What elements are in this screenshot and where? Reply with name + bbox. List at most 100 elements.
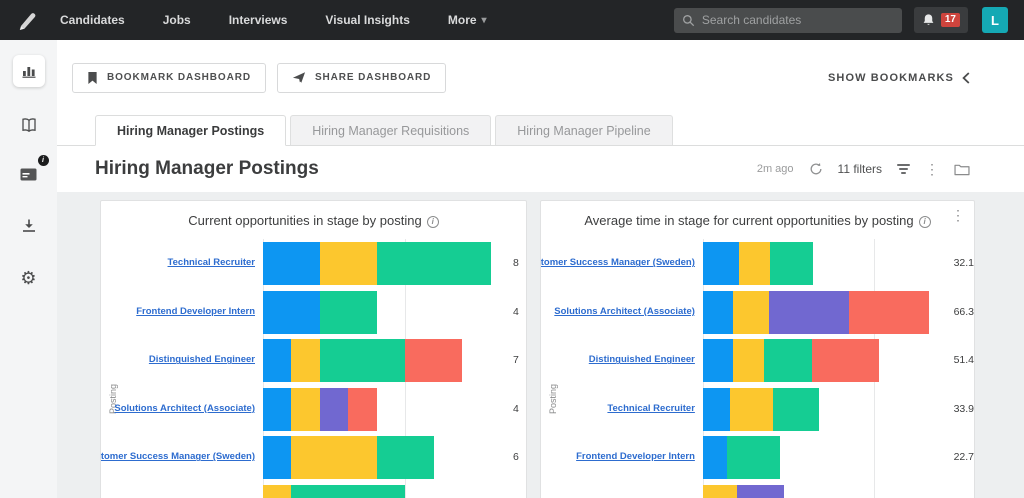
- search-box[interactable]: [673, 7, 902, 33]
- user-avatar[interactable]: L: [982, 7, 1008, 33]
- bar-segment-red[interactable]: [405, 339, 463, 382]
- nav-candidates[interactable]: Candidates: [60, 13, 125, 27]
- bar-segment-yellow[interactable]: [263, 484, 292, 498]
- bar-value-label: 51.4: [953, 354, 974, 367]
- posting-link[interactable]: Solutions Architect (Associate): [554, 305, 695, 317]
- bar-segment-blue[interactable]: [702, 387, 730, 431]
- bar-segment-green[interactable]: [376, 242, 491, 285]
- sidebar-item-cards[interactable]: i: [13, 155, 49, 190]
- notification-count-badge: 17: [940, 13, 960, 27]
- nav-jobs[interactable]: Jobs: [162, 13, 191, 27]
- bar-segment-green[interactable]: [772, 387, 819, 431]
- bar-segment-green[interactable]: [769, 242, 813, 285]
- bookmark-dashboard-label: BOOKMARK DASHBOARD: [107, 72, 251, 83]
- bar-segment-green[interactable]: [319, 339, 406, 382]
- notifications-button[interactable]: 17: [913, 7, 968, 33]
- bar-segment-yellow[interactable]: [733, 339, 765, 382]
- bar-segment-green[interactable]: [319, 290, 377, 334]
- bar-segment-yellow[interactable]: [738, 242, 770, 285]
- stacked-bar[interactable]: [263, 290, 505, 334]
- sidebar-item-exports[interactable]: [13, 210, 45, 242]
- bookmark-dashboard-button[interactable]: BOOKMARK DASHBOARD: [72, 62, 266, 93]
- bar-segment-blue[interactable]: [263, 242, 320, 285]
- bar-segment-red[interactable]: [812, 339, 879, 382]
- stacked-bar[interactable]: [702, 484, 946, 498]
- sidebar-item-insights[interactable]: [12, 55, 45, 87]
- tab-hiring-manager-pipeline[interactable]: Hiring Manager Pipeline: [495, 115, 673, 145]
- bar-segment-yellow[interactable]: [291, 339, 320, 382]
- card-kebab-menu-icon[interactable]: ⋮: [951, 207, 965, 223]
- posting-link[interactable]: Frontend Developer Intern: [576, 451, 695, 463]
- bar-segment-blue[interactable]: [702, 290, 733, 334]
- sidebar-item-library[interactable]: [13, 109, 45, 141]
- card-icon: [20, 168, 37, 181]
- posting-label-cell: Technical Recruiter: [101, 239, 263, 288]
- show-bookmarks-toggle[interactable]: SHOW BOOKMARKS: [828, 72, 970, 84]
- share-dashboard-button[interactable]: SHARE DASHBOARD: [276, 62, 447, 93]
- posting-link[interactable]: Customer Success Manager (Sweden): [101, 451, 255, 463]
- bar-segment-green[interactable]: [726, 436, 781, 479]
- bar-segment-yellow[interactable]: [702, 484, 738, 498]
- stacked-bar[interactable]: [263, 484, 505, 498]
- stacked-bar[interactable]: [263, 339, 505, 382]
- posting-link[interactable]: Solutions Architect (Associate): [114, 402, 255, 414]
- bar-segment-green[interactable]: [291, 484, 406, 498]
- bar-plot: [702, 433, 946, 482]
- bar-segment-purple[interactable]: [319, 387, 349, 431]
- kebab-menu-icon[interactable]: ⋮: [925, 161, 939, 177]
- bar-segment-blue[interactable]: [263, 290, 320, 334]
- bar-segment-purple[interactable]: [737, 484, 784, 498]
- posting-link[interactable]: Technical Recruiter: [167, 257, 255, 269]
- folder-icon[interactable]: [954, 163, 970, 176]
- info-icon[interactable]: i: [426, 215, 439, 228]
- bar-segment-blue[interactable]: [263, 339, 292, 382]
- bar-segment-yellow[interactable]: [729, 387, 773, 431]
- bar-segment-blue[interactable]: [263, 387, 292, 431]
- bar-segment-red[interactable]: [348, 387, 377, 431]
- bar-segment-red[interactable]: [849, 290, 930, 334]
- dashboard-toolbar: BOOKMARK DASHBOARD SHARE DASHBOARD SHOW …: [57, 40, 1024, 115]
- bar-segment-green[interactable]: [376, 436, 434, 479]
- bar-segment-purple[interactable]: [769, 290, 850, 334]
- search-input[interactable]: [701, 13, 894, 27]
- bar-segment-blue[interactable]: [263, 436, 292, 479]
- tab-hiring-manager-postings[interactable]: Hiring Manager Postings: [95, 115, 287, 146]
- posting-label-cell: Customer Success Manager (Sweden): [101, 433, 263, 482]
- posting-label-cell: Solutions Architect (Associate): [101, 385, 263, 434]
- posting-link[interactable]: Customer Success Manager (Sweden): [541, 257, 695, 269]
- stacked-bar[interactable]: [702, 242, 946, 285]
- posting-link[interactable]: Technical Recruiter: [607, 402, 695, 414]
- posting-link[interactable]: Distinguished Engineer: [148, 354, 255, 366]
- bar-segment-yellow[interactable]: [291, 387, 320, 431]
- chart-row: Distinguished Engineer 7: [101, 336, 526, 385]
- bar-segment-blue[interactable]: [702, 242, 739, 285]
- bar-segment-yellow[interactable]: [319, 242, 377, 285]
- bar-segment-green[interactable]: [764, 339, 813, 382]
- sidebar-item-settings[interactable]: ⚙: [13, 262, 45, 294]
- stacked-bar[interactable]: [702, 290, 946, 334]
- stacked-bar[interactable]: [702, 387, 946, 431]
- chart-card-average-time-in-stage: ⋮ Average time in stage for current oppo…: [540, 200, 975, 498]
- lever-logo-icon[interactable]: [14, 7, 40, 33]
- stacked-bar[interactable]: [263, 436, 505, 479]
- chart-row: Business Development Representat 23.6: [541, 481, 974, 498]
- posting-link[interactable]: Distinguished Engineer: [588, 354, 695, 366]
- filter-icon[interactable]: [897, 164, 910, 174]
- stacked-bar[interactable]: [702, 339, 946, 382]
- bar-segment-yellow[interactable]: [291, 436, 377, 479]
- bar-value-label: 32.1: [953, 257, 974, 270]
- refresh-icon[interactable]: [809, 162, 823, 176]
- stacked-bar[interactable]: [263, 242, 505, 285]
- nav-interviews[interactable]: Interviews: [228, 13, 288, 27]
- filters-count-label[interactable]: 11 filters: [837, 162, 882, 176]
- bar-segment-yellow[interactable]: [732, 290, 770, 334]
- info-icon[interactable]: i: [918, 215, 931, 228]
- stacked-bar[interactable]: [263, 387, 505, 431]
- bar-segment-blue[interactable]: [702, 339, 734, 382]
- tab-hiring-manager-requisitions[interactable]: Hiring Manager Requisitions: [290, 115, 492, 145]
- bar-segment-blue[interactable]: [702, 436, 727, 479]
- nav-visual-insights[interactable]: Visual Insights: [325, 13, 410, 27]
- nav-more[interactable]: More ▾: [448, 13, 487, 27]
- stacked-bar[interactable]: [702, 436, 946, 479]
- posting-link[interactable]: Frontend Developer Intern: [136, 305, 255, 317]
